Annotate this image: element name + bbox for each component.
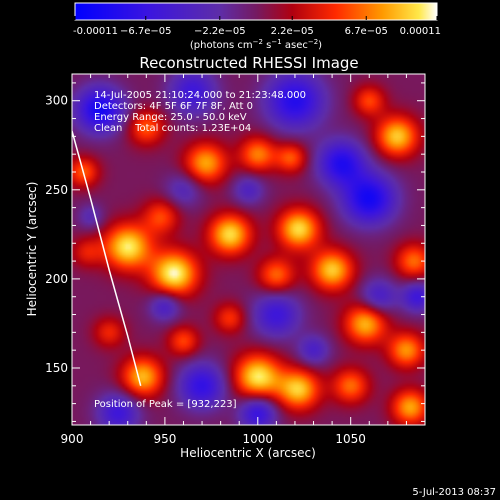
x-tick-label: 1000: [243, 432, 274, 446]
colorbar-tick-label: −2.2e−05: [194, 26, 246, 37]
plot-frame: [71, 73, 426, 426]
heatmap-image: [72, 74, 425, 425]
y-tick-label: 300: [45, 94, 68, 108]
solar-limb-line: [72, 130, 142, 386]
x-axis-title: Heliocentric X (arcsec): [180, 446, 316, 460]
colorbar-gradient: [74, 2, 438, 21]
chart-title: Reconstructed RHESSI Image: [139, 54, 358, 72]
x-tick-label: 950: [153, 432, 176, 446]
time-range-label: 14-Jul-2005 21:10:24.000 to 21:23:48.000: [94, 90, 306, 101]
clean-counts-label: Clean Total counts: 1.23E+04: [94, 123, 251, 134]
x-tick-label: 900: [61, 432, 84, 446]
colorbar: -0.00011 −6.7e−05 −2.2e−05 2.2e−05 6.7e−05 0.…: [73, 2, 441, 51]
y-axis-title: Heliocentric Y (arcsec): [25, 182, 39, 317]
colorbar-unit-label: (photons cm−2 s−1 asec−2): [190, 38, 322, 51]
colorbar-tick-label: 2.2e−05: [271, 26, 314, 37]
detectors-label: Detectors: 4F 5F 6F 7F 8F, Att 0: [94, 101, 253, 112]
y-tick-label: 250: [45, 183, 68, 197]
colorbar-ticks: -0.00011 −6.7e−05 −2.2e−05 2.2e−05 6.7e−05 0.…: [73, 16, 441, 37]
y-axis-ticks: 150 200 250 300: [45, 82, 425, 422]
energy-range-label: Energy Range: 25.0 - 50.0 keV: [94, 112, 247, 123]
colorbar-tick-label: −6.7e−05: [120, 26, 172, 37]
colorbar-tick-label: 0.00011: [400, 26, 441, 37]
x-tick-label: 1050: [335, 432, 366, 446]
x-axis-ticks: 900 950 1000 1050: [61, 74, 426, 446]
peak-position-label: Position of Peak = [932,223]: [94, 399, 237, 410]
heatmap-area: [72, 74, 425, 425]
colorbar-tick-label: -0.00011: [73, 26, 118, 37]
info-annotations: 14-Jul-2005 21:10:24.000 to 21:23:48.000…: [94, 90, 306, 410]
y-tick-label: 200: [45, 272, 68, 286]
colorbar-tick-label: 6.7e−05: [345, 26, 388, 37]
generation-timestamp: 5-Jul-2013 08:37: [412, 487, 496, 498]
y-tick-label: 150: [45, 361, 68, 375]
